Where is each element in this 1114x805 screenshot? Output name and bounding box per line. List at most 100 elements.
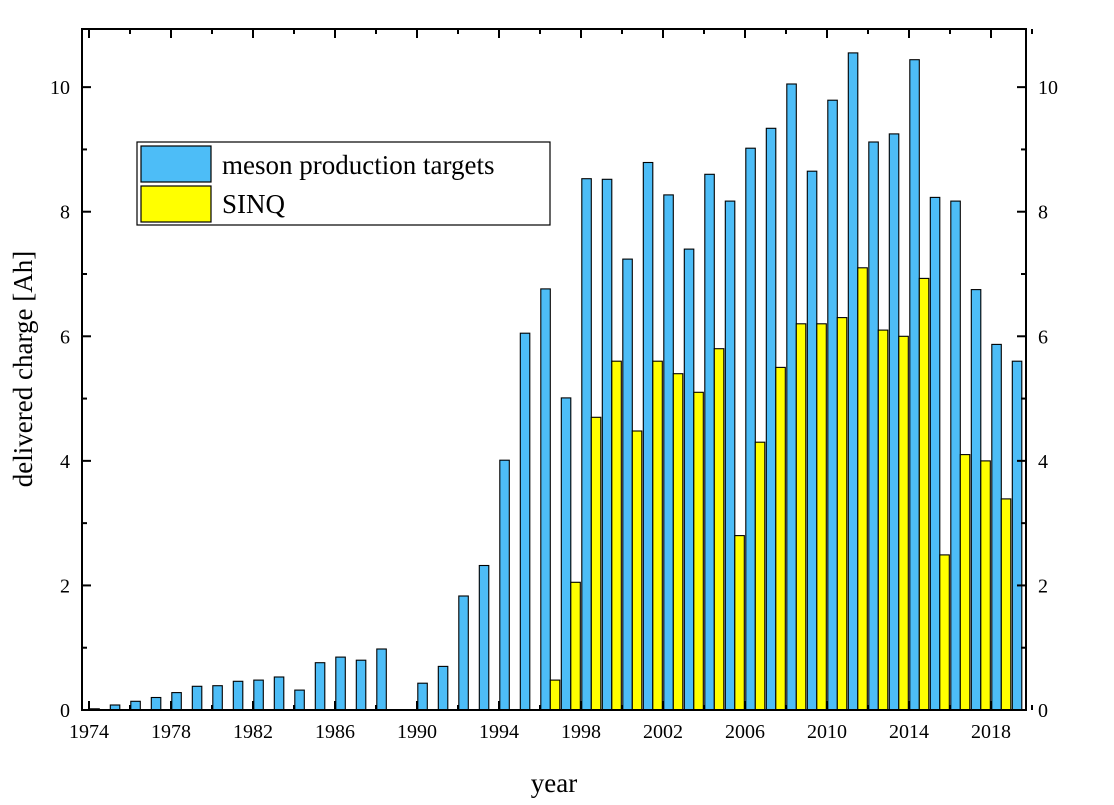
y-tick-label-left-0: 0: [60, 700, 70, 722]
legend-swatch-meson: [140, 145, 212, 183]
x-tick-label-2018: 2018: [971, 721, 1011, 743]
bar-meson-1993: [478, 564, 490, 711]
plot-frame: [81, 28, 1027, 711]
bar-meson-1995: [519, 332, 531, 711]
bar-sinq-1997: [570, 581, 581, 711]
bar-sinq-2005: [734, 535, 745, 711]
ticks-layer: [82, 29, 1033, 711]
bar-meson-2004: [704, 173, 715, 711]
bar-meson-1982: [253, 679, 264, 711]
y-tick-label-right-8: 8: [1038, 202, 1048, 224]
bar-sinq-2010: [836, 317, 848, 711]
bar-sinq-2003: [693, 391, 704, 711]
bar-meson-2009: [806, 170, 818, 711]
bar-meson-1994: [499, 459, 510, 711]
bar-meson-1992: [458, 595, 469, 711]
bar-meson-1985: [314, 662, 326, 711]
bar-sinq-1998: [590, 416, 602, 711]
bar-meson-1998: [581, 178, 592, 711]
bar-meson-2014: [909, 59, 920, 711]
y-tick-label-right-2: 2: [1038, 575, 1048, 597]
bar-meson-2012: [868, 141, 879, 711]
bar-sinq-1996: [549, 679, 561, 711]
bar-meson-2001: [642, 161, 654, 711]
tick-labels-layer: 1974 1978 1982 1986 1990 1994 1998 2002 2006 2010…: [50, 77, 1058, 743]
bar-sinq-2012: [877, 329, 889, 711]
bar-meson-1984: [294, 689, 305, 711]
bar-meson-2010: [827, 99, 838, 711]
bar-meson-1987: [355, 659, 367, 711]
bar-meson-1986: [335, 656, 346, 711]
bar-sinq-2001: [652, 360, 663, 711]
bar-meson-2018: [991, 343, 1002, 711]
x-tick-label-1974: 1974: [69, 721, 109, 743]
x-tick-label-1982: 1982: [233, 721, 273, 743]
x-axis-title: year: [531, 768, 577, 798]
bar-meson-2008: [786, 83, 797, 711]
bar-sinq-2011: [857, 267, 868, 711]
bar-sinq-2016: [959, 454, 971, 711]
bar-meson-2007: [765, 127, 777, 711]
x-tick-label-1998: 1998: [561, 721, 601, 743]
legend-label-meson: meson production targets: [222, 150, 494, 180]
bar-meson-2005: [724, 200, 736, 711]
x-tick-label-1978: 1978: [151, 721, 191, 743]
x-tick-label-1986: 1986: [315, 721, 355, 743]
y-tick-label-right-10: 10: [1038, 77, 1058, 99]
bar-sinq-2002: [672, 373, 684, 711]
bars-layer: [89, 52, 1023, 711]
bar-sinq-2008: [795, 323, 807, 711]
bar-meson-1999: [601, 178, 613, 711]
bar-sinq-2007: [775, 366, 786, 711]
bar-meson-1980: [212, 685, 223, 711]
bar-meson-2002: [663, 194, 674, 711]
x-tick-label-2010: 2010: [807, 721, 847, 743]
bar-meson-1979: [191, 685, 203, 711]
bar-meson-1978: [171, 692, 182, 711]
bar-meson-1997: [560, 397, 572, 711]
bar-meson-2011: [847, 52, 859, 711]
y-tick-label-right-6: 6: [1038, 326, 1048, 348]
bar-meson-1981: [232, 680, 244, 711]
bar-meson-1983: [273, 676, 285, 711]
x-tick-label-1994: 1994: [479, 721, 519, 743]
bar-sinq-2009: [816, 323, 827, 711]
bar-sinq-2000: [631, 430, 643, 711]
y-tick-label-left-10: 10: [50, 77, 70, 99]
bar-sinq-2015: [939, 554, 950, 711]
bar-meson-2000: [622, 258, 633, 711]
bar-sinq-2013: [898, 335, 909, 711]
bar-meson-1990: [417, 682, 428, 711]
y-tick-label-right-4: 4: [1038, 451, 1048, 473]
x-tick-label-1990: 1990: [397, 721, 437, 743]
bar-meson-2013: [888, 133, 900, 711]
bar-sinq-2006: [754, 441, 766, 711]
y-tick-label-left-4: 4: [60, 451, 70, 473]
bar-meson-1976: [130, 700, 141, 711]
bar-meson-1988: [376, 648, 387, 711]
bar-meson-2017: [970, 289, 982, 711]
bar-meson-2019: [1011, 360, 1023, 711]
legend-swatch-sinq: [140, 185, 212, 223]
bar-meson-2006: [745, 147, 756, 711]
bar-sinq-1999: [611, 360, 622, 711]
y-tick-label-right-0: 0: [1038, 700, 1048, 722]
bar-meson-1991: [437, 665, 449, 711]
x-tick-label-2014: 2014: [889, 721, 929, 743]
legend-label-sinq: SINQ: [222, 189, 286, 219]
bar-meson-2016: [950, 200, 961, 711]
bar-meson-2003: [683, 248, 695, 711]
bar-sinq-2017: [980, 460, 991, 711]
y-tick-label-left-8: 8: [60, 202, 70, 224]
bar-sinq-2004: [713, 348, 725, 711]
y-tick-label-left-6: 6: [60, 326, 70, 348]
x-tick-label-2002: 2002: [643, 721, 683, 743]
y-tick-label-left-2: 2: [60, 575, 70, 597]
x-tick-label-2006: 2006: [725, 721, 765, 743]
bar-meson-2015: [929, 196, 941, 711]
bar-sinq-2018: [1000, 498, 1012, 711]
bar-sinq-2014: [918, 277, 930, 711]
bar-meson-1996: [540, 288, 551, 711]
y-axis-title: delivered charge [Ah]: [8, 251, 38, 487]
